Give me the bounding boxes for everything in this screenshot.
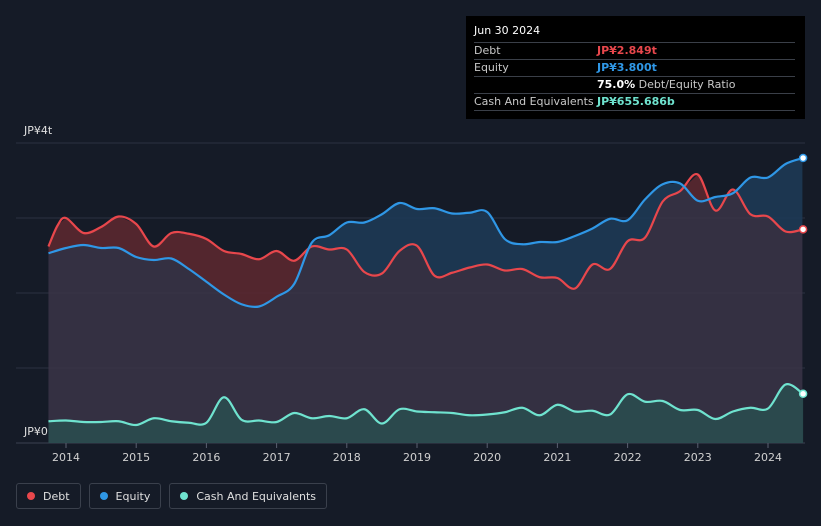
cash-dot-icon <box>180 492 189 500</box>
cash-line <box>48 383 804 427</box>
debt-dot-icon <box>27 492 35 500</box>
x-tick-label: 2019 <box>403 451 431 464</box>
common-area <box>48 187 803 443</box>
x-tick-label: 2020 <box>473 451 501 464</box>
x-tick-label: 2024 <box>754 451 782 464</box>
x-tick-label: 2018 <box>333 451 361 464</box>
tooltip-equity-label: Equity <box>474 61 509 74</box>
legend-debt-label: Debt <box>43 489 70 503</box>
tooltip-cash-value: JP¥655.686b <box>597 95 675 108</box>
end-markers <box>798 153 808 399</box>
x-tick-label: 2022 <box>614 451 642 464</box>
legend-item-cash[interactable]: Cash And Equivalents <box>169 483 327 509</box>
x-tick-label: 2021 <box>543 451 571 464</box>
tooltip-row-ratio: 75.0% Debt/Equity Ratio <box>474 76 795 93</box>
tooltip-cash-label: Cash And Equivalents <box>474 95 594 108</box>
tooltip-debt-label: Debt <box>474 44 501 57</box>
tooltip-debt-value: JP¥2.849t <box>597 44 657 57</box>
y-axis-label-top: JP¥4t <box>23 124 53 137</box>
x-tick-label: 2023 <box>684 451 712 464</box>
equity-dot-icon <box>99 492 108 500</box>
x-tick-label: 2015 <box>122 451 150 464</box>
tooltip-ratio-value: 75.0% <box>597 78 636 91</box>
x-tick-label: 2017 <box>263 451 291 464</box>
x-axis-ticks: 2014 2015 2016 2017 2018 2019 2020 2021 2022 2023… <box>52 443 782 464</box>
tooltip-row-cash: Cash And Equivalents JP¥655.686b <box>474 93 795 111</box>
debt-line <box>47 173 804 290</box>
equity-excess-area <box>48 158 803 307</box>
cash-end-marker <box>798 389 808 399</box>
legend-item-debt[interactable]: Debt <box>16 483 81 509</box>
x-tick-label: 2014 <box>52 451 80 464</box>
tooltip-equity-value: JP¥3.800t <box>597 61 657 74</box>
series-lines <box>47 156 804 427</box>
x-tick-label: 2016 <box>192 451 220 464</box>
legend: Debt Equity Cash And Equivalents <box>16 483 327 509</box>
legend-equity-label: Equity <box>115 489 151 503</box>
tooltip-ratio-label: Debt/Equity Ratio <box>638 78 736 91</box>
tooltip-date: Jun 30 2024 <box>474 24 541 37</box>
tooltip-row-equity: Equity JP¥3.800t <box>474 59 795 76</box>
legend-item-equity[interactable]: Equity <box>88 483 162 509</box>
y-axis-label-bottom: JP¥0 <box>23 425 48 438</box>
debt-end-marker <box>798 225 808 234</box>
tooltip: Jun 30 2024 Debt JP¥2.849t Equity JP¥3.8… <box>466 16 805 119</box>
series-areas <box>48 158 804 443</box>
debt-excess-area <box>48 175 803 307</box>
equity-end-marker <box>798 153 808 163</box>
tooltip-row-debt: Debt JP¥2.849t <box>474 42 795 59</box>
equity-line <box>48 156 804 309</box>
cash-area <box>48 384 804 443</box>
legend-cash-label: Cash And Equivalents <box>196 489 316 503</box>
